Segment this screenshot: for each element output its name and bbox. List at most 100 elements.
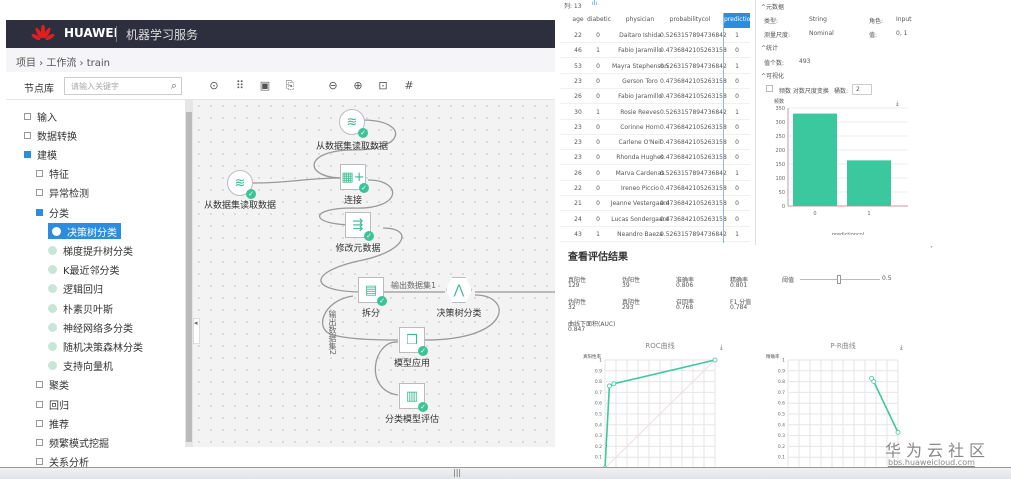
type-value: String xyxy=(809,16,827,23)
download-icon[interactable]: ⤓ xyxy=(896,100,899,107)
grid-icon[interactable]: # xyxy=(404,79,414,92)
table-row[interactable]: 26 0 Fabio Jaramillo 0.4736842105263158 0 xyxy=(560,89,750,105)
sidebar-item[interactable]: 频繁模式挖掘 xyxy=(36,434,109,450)
sidebar-item[interactable]: 关系分析 xyxy=(36,454,89,470)
table-row[interactable]: 23 0 Rhonda Hughes 0.4736842105263158 0 xyxy=(560,150,750,166)
table-cell: 0.5263157894736842 xyxy=(660,169,727,177)
sidebar-item[interactable]: 随机决策森林分类 xyxy=(48,338,143,354)
table-cell: Neandro Baeza xyxy=(617,230,663,238)
sidebar-item[interactable]: 异常检测 xyxy=(36,185,89,201)
table-row[interactable]: 23 0 Gerson Toro 0.4736842105263158 0 xyxy=(560,74,750,89)
sidebar-item[interactable]: 朴素贝叶斯 xyxy=(48,300,113,316)
section-visualization[interactable]: ^可视化 xyxy=(761,73,785,80)
node-label: 分类模型评估 xyxy=(384,415,440,425)
threshold-slider-handle[interactable] xyxy=(837,275,841,284)
read-dataset-node-2[interactable]: ≋ ✓ xyxy=(227,170,256,199)
column-header[interactable]: physician xyxy=(625,16,655,23)
table-cell: 0.4736842105263158 xyxy=(660,77,727,85)
table-row[interactable]: 23 0 Carlene O'Neil 0.4736842105263158 0 xyxy=(560,135,750,151)
node-label: 拆分 xyxy=(361,309,381,319)
sidebar-item[interactable]: 决策树分类 xyxy=(48,223,121,240)
download-icon[interactable]: ⤓ xyxy=(900,344,903,351)
sidebar-item[interactable]: 逻辑回归 xyxy=(48,281,103,297)
search-icon[interactable]: ⌕ xyxy=(170,79,177,92)
breadcrumb-workflow[interactable]: 工作流 xyxy=(46,58,77,69)
expand-icon xyxy=(36,381,43,389)
log-scale-checkbox[interactable] xyxy=(766,85,773,92)
table-row[interactable]: 23 0 Corinne Horn 0.4736842105263158 0 xyxy=(560,120,750,135)
bottom-splitter[interactable]: ||| xyxy=(0,467,1011,479)
table-row[interactable]: 21 0 Jeanne Vestergaard 0.4736842105263158 0 xyxy=(560,196,750,212)
section-stats[interactable]: ^统计 xyxy=(761,45,779,52)
sidebar-item[interactable]: 聚类 xyxy=(36,377,69,393)
node-label: 从数据集读取数据 xyxy=(203,201,277,211)
download-icon[interactable]: ⤓ xyxy=(720,344,723,351)
model-apply-node[interactable]: ❒ ✓ xyxy=(399,327,428,356)
threshold-slider[interactable] xyxy=(800,275,880,284)
sidebar-item[interactable]: 推荐 xyxy=(36,415,69,431)
sidebar-item[interactable]: 梯度提升树分类 xyxy=(48,242,133,258)
y-tick-label: 0.9 xyxy=(778,368,785,374)
expand-icon[interactable]: ˅ xyxy=(930,246,933,253)
expand-icon xyxy=(36,400,43,408)
bins-input[interactable]: 2 xyxy=(852,84,872,95)
y-tick-label: 0.4 xyxy=(778,422,785,428)
table-row[interactable]: 22 0 Ireneo Piccio 0.4736842105263158 0 xyxy=(560,181,750,196)
sidebar-item[interactable]: 建模 xyxy=(24,146,57,162)
edge xyxy=(252,177,344,184)
split-node[interactable]: ▤ ✓ xyxy=(358,277,387,306)
table-row[interactable]: 26 0 Marva Cardenas 0.5263157894736842 1 xyxy=(560,166,750,181)
sidebar-item[interactable]: 回归 xyxy=(36,396,69,412)
table-row[interactable]: 24 0 Lucas Sondergaard 0.4736842105263158 0 xyxy=(560,212,750,227)
sidebar-item[interactable]: 特征 xyxy=(36,166,69,182)
export-icon[interactable]: ⎘ xyxy=(285,79,295,92)
sidebar-item[interactable]: K最近邻分类 xyxy=(48,262,120,278)
section-metadata[interactable]: ^元数据 xyxy=(761,4,785,11)
sidebar-item[interactable]: 分类 xyxy=(36,204,69,220)
workflow-canvas[interactable]: ≋ ✓ 从数据集读取数据 ≋ ✓ 从数据集读取数据 ▦+ ✓ 连接 ⇶ ✓ 修改元数据 … xyxy=(193,100,555,447)
table-row[interactable]: 30 1 Rosie Reeves 0.5263157894736842 1 xyxy=(560,105,750,120)
collapse-sidebar-button[interactable]: ◂ xyxy=(193,318,200,344)
breadcrumb-project[interactable]: 项目 xyxy=(16,58,36,69)
sidebar-item[interactable]: 支持向量机 xyxy=(48,358,113,374)
node-search-input[interactable]: 请输入关键字 ⌕ xyxy=(64,77,182,95)
table-row[interactable]: 53 0 Mayra Stephenson 0.5263157894736842 1 xyxy=(560,59,750,74)
sidebar-item-label: 异常检测 xyxy=(49,189,89,201)
table-row[interactable]: 43 1 Neandro Baeza 0.5263157894736842 1 xyxy=(560,227,750,242)
chart-toggle-icon[interactable]: ılı xyxy=(592,0,598,7)
column-header[interactable]: probabilitycol xyxy=(669,16,711,23)
join-node[interactable]: ▦+ ✓ xyxy=(340,164,369,193)
zoom-in-icon[interactable]: ⊕ xyxy=(353,79,363,92)
sidebar-scrollbar[interactable] xyxy=(185,100,193,447)
edit-metadata-node[interactable]: ⇶ ✓ xyxy=(345,212,374,241)
column-header[interactable]: diabetic xyxy=(587,16,611,23)
sidebar-item[interactable]: 神经网络多分类 xyxy=(48,319,133,335)
column-header[interactable]: predictioncol xyxy=(724,13,750,28)
table-cell: 23 xyxy=(574,77,582,85)
splitter-handle-icon[interactable]: ||| xyxy=(453,468,462,477)
metric-value: 0.801 xyxy=(730,282,748,289)
sidebar-item-label: 随机决策森林分类 xyxy=(63,342,143,354)
classification-eval-node[interactable]: ▥ ✓ xyxy=(399,383,428,412)
run-icon[interactable]: ⊙ xyxy=(209,79,219,92)
read-dataset-node-1[interactable]: ≋ ✓ xyxy=(339,109,368,138)
role-label: 角色: xyxy=(869,18,884,25)
table-cell: 26 xyxy=(574,93,582,101)
fit-icon[interactable]: ⊡ xyxy=(378,79,388,92)
chart-title: ROC曲线 xyxy=(645,341,674,350)
save-icon[interactable]: ▣ xyxy=(259,79,271,92)
scrollbar-thumb[interactable] xyxy=(186,112,192,442)
column-header[interactable]: age xyxy=(572,16,584,23)
layout-icon[interactable]: ⠿ xyxy=(235,79,245,92)
sidebar-item[interactable]: 数据转换 xyxy=(24,127,77,143)
sidebar-item[interactable]: 输入 xyxy=(24,108,57,124)
table-row[interactable]: 46 1 Fabio Jaramillo 0.4736842105263158 0 xyxy=(560,43,750,59)
role-value: Input xyxy=(896,16,912,23)
decision-tree-node[interactable]: ⋀ xyxy=(446,277,472,303)
model-apply-icon: ❒ xyxy=(406,332,418,348)
table-row[interactable]: 22 0 Daitaro Ishida 0.5263157894736842 1 xyxy=(560,28,750,43)
success-check-icon: ✓ xyxy=(364,231,374,241)
zoom-out-icon[interactable]: ⊖ xyxy=(328,79,338,92)
table-cell: 23 xyxy=(574,139,582,147)
